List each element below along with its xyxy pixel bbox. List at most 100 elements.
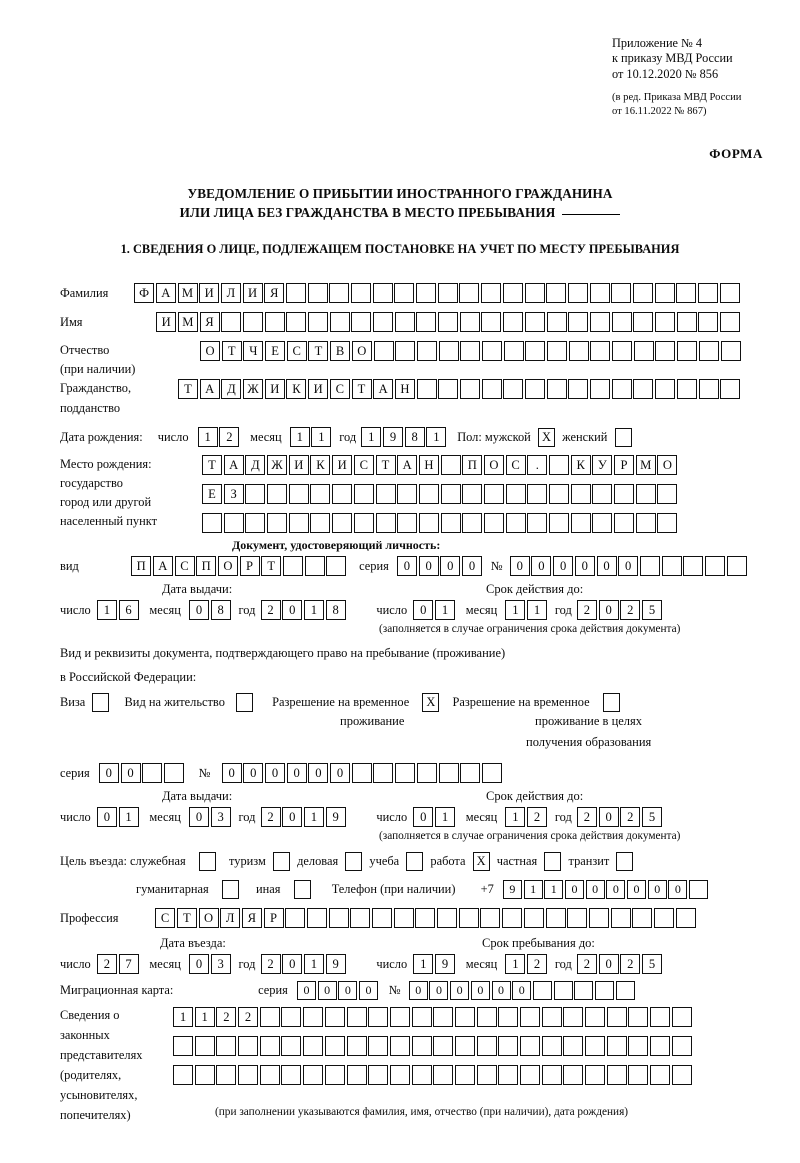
form-cell[interactable]: 3 <box>210 807 231 827</box>
form-cell[interactable] <box>281 1007 302 1027</box>
form-cell[interactable] <box>375 484 396 504</box>
form-cell[interactable]: С <box>353 455 374 475</box>
form-cell[interactable] <box>307 283 328 303</box>
form-cell[interactable] <box>303 1065 324 1085</box>
form-cell[interactable] <box>304 556 325 576</box>
form-cell[interactable] <box>202 513 222 533</box>
form-cell[interactable]: 0 <box>282 807 303 827</box>
form-cell[interactable]: Я <box>241 908 262 928</box>
form-cell[interactable]: 1 <box>505 600 526 620</box>
form-cell[interactable] <box>481 283 502 303</box>
form-cell[interactable] <box>606 1036 627 1056</box>
form-cell[interactable] <box>567 283 588 303</box>
form-cell[interactable] <box>503 379 524 399</box>
form-cell[interactable] <box>438 763 459 783</box>
form-cell[interactable] <box>590 341 611 361</box>
form-cell[interactable] <box>418 513 439 533</box>
form-cell[interactable] <box>458 908 479 928</box>
form-cell[interactable] <box>650 1007 671 1027</box>
form-cell[interactable]: 2 <box>238 1007 259 1027</box>
form-cell[interactable]: 2 <box>620 954 641 974</box>
form-cell[interactable]: 2 <box>260 954 281 974</box>
form-cell[interactable]: О <box>351 341 372 361</box>
form-cell[interactable] <box>720 341 741 361</box>
form-cell[interactable] <box>635 484 656 504</box>
form-cell[interactable] <box>454 1065 475 1085</box>
form-cell[interactable] <box>438 341 459 361</box>
form-cell[interactable] <box>639 556 660 576</box>
form-cell[interactable] <box>328 908 349 928</box>
form-cell[interactable] <box>395 763 416 783</box>
form-cell[interactable] <box>698 312 719 332</box>
form-cell[interactable] <box>329 312 350 332</box>
form-cell[interactable] <box>286 312 307 332</box>
form-cell[interactable]: 3 <box>210 954 231 974</box>
form-cell[interactable]: 0 <box>618 556 639 576</box>
form-cell[interactable]: 1 <box>505 954 526 974</box>
form-cell[interactable] <box>346 1065 367 1085</box>
form-cell[interactable]: И <box>156 312 177 332</box>
form-cell[interactable]: 0 <box>598 807 619 827</box>
form-cell[interactable] <box>216 1065 237 1085</box>
form-cell[interactable]: 0 <box>282 600 303 620</box>
form-cell[interactable] <box>389 1007 410 1027</box>
form-cell[interactable] <box>373 763 394 783</box>
form-cell[interactable] <box>216 1036 237 1056</box>
form-cell[interactable]: 0 <box>491 981 511 1000</box>
form-cell[interactable] <box>245 513 266 533</box>
form-cell[interactable]: Е <box>202 484 222 504</box>
form-cell[interactable] <box>476 1036 497 1056</box>
form-cell[interactable]: Н <box>418 455 439 475</box>
form-cell[interactable]: Т <box>308 341 329 361</box>
form-cell[interactable]: 0 <box>265 763 286 783</box>
form-cell[interactable]: 0 <box>509 556 530 576</box>
form-cell[interactable] <box>546 379 567 399</box>
form-cell[interactable]: Ч <box>243 341 264 361</box>
form-cell[interactable] <box>437 908 458 928</box>
form-cell[interactable] <box>632 283 653 303</box>
form-cell[interactable]: Д <box>221 379 242 399</box>
form-cell[interactable]: 0 <box>553 556 574 576</box>
form-cell[interactable] <box>657 513 678 533</box>
form-cell[interactable]: 8 <box>210 600 231 620</box>
form-cell[interactable]: С <box>174 556 195 576</box>
form-cell[interactable] <box>353 484 374 504</box>
form-cell[interactable] <box>720 312 740 332</box>
form-cell[interactable] <box>416 379 437 399</box>
form-cell[interactable]: 1 <box>434 600 455 620</box>
form-cell[interactable] <box>324 1065 345 1085</box>
form-cell[interactable]: 1 <box>505 807 526 827</box>
form-cell[interactable] <box>549 455 569 475</box>
purpose-humanitarian-checkbox[interactable] <box>221 880 239 899</box>
form-cell[interactable]: 0 <box>418 556 439 576</box>
form-cell[interactable] <box>288 484 309 504</box>
form-cell[interactable] <box>628 1036 649 1056</box>
form-cell[interactable] <box>546 283 567 303</box>
form-cell[interactable] <box>505 484 526 504</box>
form-cell[interactable]: Р <box>239 556 260 576</box>
form-cell[interactable] <box>351 283 371 303</box>
form-cell[interactable]: Л <box>220 283 241 303</box>
form-cell[interactable] <box>194 1036 215 1056</box>
form-cell[interactable]: 0 <box>440 556 461 576</box>
form-cell[interactable]: 0 <box>396 556 417 576</box>
form-cell[interactable]: Т <box>375 455 396 475</box>
form-cell[interactable] <box>303 1007 324 1027</box>
form-cell[interactable]: 0 <box>120 763 141 783</box>
form-cell[interactable] <box>589 312 610 332</box>
form-cell[interactable]: Е <box>265 341 286 361</box>
form-cell[interactable]: П <box>196 556 217 576</box>
form-cell[interactable]: Р <box>614 455 635 475</box>
form-cell[interactable]: 0 <box>338 981 358 1000</box>
form-cell[interactable] <box>546 312 567 332</box>
form-cell[interactable] <box>373 341 394 361</box>
form-cell[interactable] <box>632 908 653 928</box>
form-cell[interactable] <box>481 763 502 783</box>
form-cell[interactable] <box>459 312 480 332</box>
form-cell[interactable] <box>346 1036 367 1056</box>
